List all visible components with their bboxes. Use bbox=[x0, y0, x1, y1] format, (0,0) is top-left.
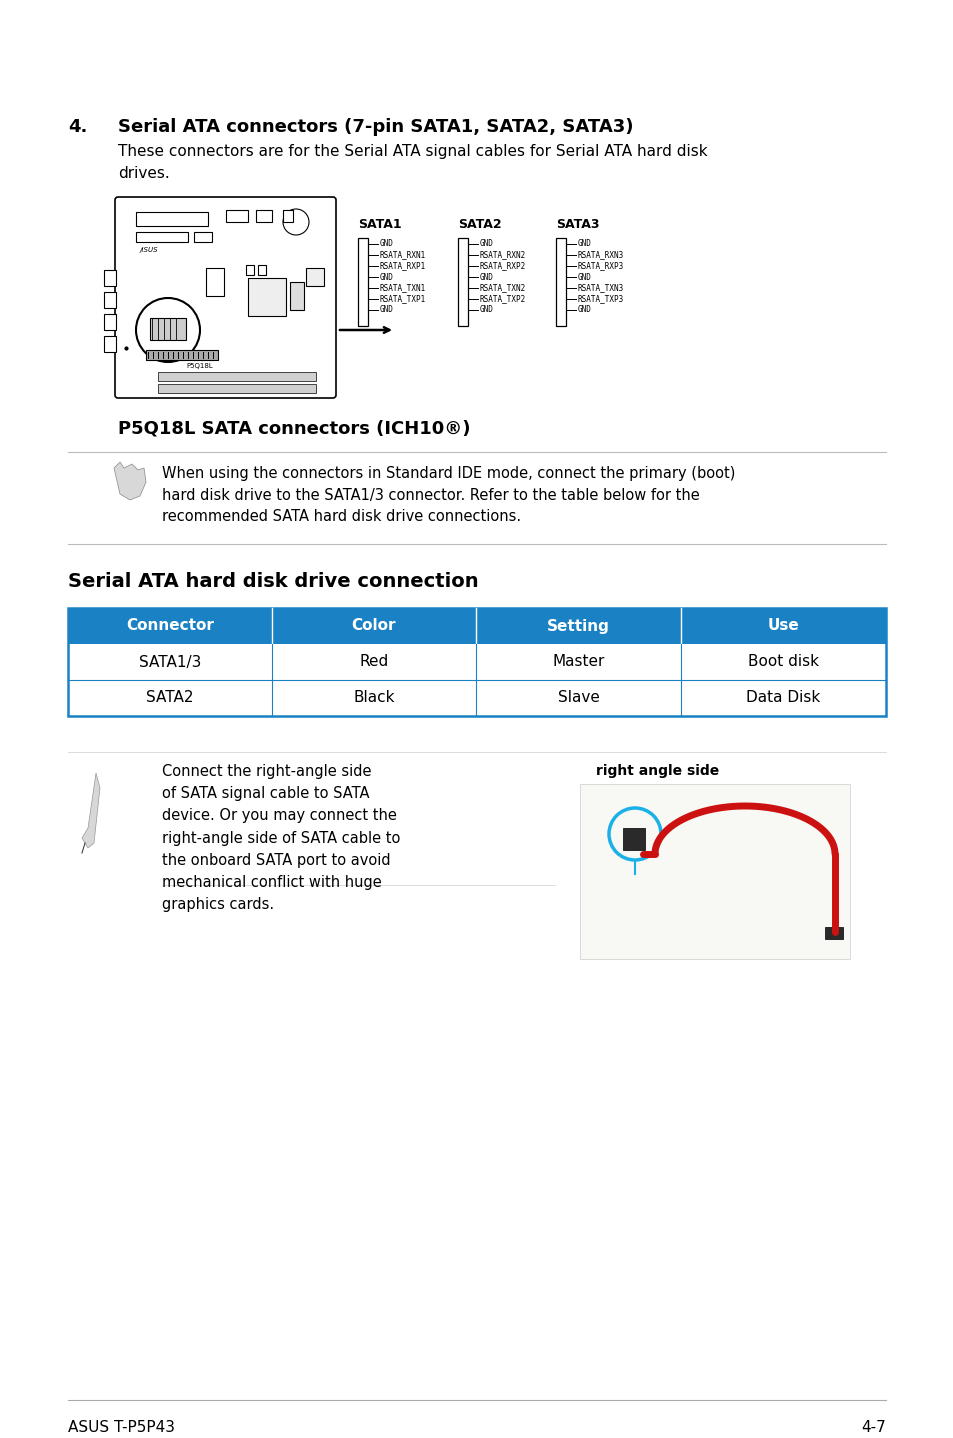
Text: RSATA_RXN2: RSATA_RXN2 bbox=[479, 250, 526, 259]
Text: GND: GND bbox=[479, 272, 494, 282]
Bar bbox=[306, 267, 324, 286]
Circle shape bbox=[136, 298, 200, 362]
Bar bbox=[136, 211, 208, 226]
Bar bbox=[104, 292, 116, 308]
Text: RSATA_TXP3: RSATA_TXP3 bbox=[578, 295, 623, 303]
Text: RSATA_RXN1: RSATA_RXN1 bbox=[379, 250, 426, 259]
Text: Boot disk: Boot disk bbox=[747, 654, 818, 670]
Text: /ISUS: /ISUS bbox=[140, 247, 158, 253]
Bar bbox=[150, 318, 186, 339]
Text: GND: GND bbox=[578, 272, 591, 282]
Circle shape bbox=[283, 209, 309, 234]
Text: GND: GND bbox=[379, 240, 394, 249]
Text: GND: GND bbox=[479, 305, 494, 315]
Text: Data Disk: Data Disk bbox=[745, 690, 820, 706]
Bar bbox=[226, 210, 248, 221]
Text: Use: Use bbox=[767, 618, 799, 634]
Text: RSATA_RXN3: RSATA_RXN3 bbox=[578, 250, 623, 259]
Text: 4.: 4. bbox=[68, 118, 88, 137]
Text: When using the connectors in Standard IDE mode, connect the primary (boot)
hard : When using the connectors in Standard ID… bbox=[162, 466, 735, 525]
Text: Serial ATA hard disk drive connection: Serial ATA hard disk drive connection bbox=[68, 572, 478, 591]
Polygon shape bbox=[82, 774, 100, 848]
FancyBboxPatch shape bbox=[115, 197, 335, 398]
Text: RSATA_TXN3: RSATA_TXN3 bbox=[578, 283, 623, 292]
Text: GND: GND bbox=[379, 305, 394, 315]
Text: RSATA_RXP2: RSATA_RXP2 bbox=[479, 262, 526, 270]
Text: Setting: Setting bbox=[546, 618, 609, 634]
Bar bbox=[104, 313, 116, 329]
Bar bbox=[357, 239, 368, 326]
Text: GND: GND bbox=[379, 272, 394, 282]
Text: P5Q18L SATA connectors (ICH10®): P5Q18L SATA connectors (ICH10®) bbox=[118, 420, 470, 439]
Bar bbox=[255, 210, 272, 221]
Text: RSATA_TXP1: RSATA_TXP1 bbox=[379, 295, 426, 303]
Text: GND: GND bbox=[578, 240, 591, 249]
Text: Connect the right-angle side
of SATA signal cable to SATA
device. Or you may con: Connect the right-angle side of SATA sig… bbox=[162, 764, 400, 912]
Bar bbox=[158, 384, 315, 393]
Bar bbox=[68, 644, 885, 680]
Text: ASUS T-P5P43: ASUS T-P5P43 bbox=[68, 1419, 174, 1435]
Bar bbox=[158, 372, 315, 381]
Bar bbox=[579, 784, 849, 959]
Bar bbox=[622, 828, 644, 850]
Text: SATA1/3: SATA1/3 bbox=[139, 654, 201, 670]
Text: RSATA_RXP1: RSATA_RXP1 bbox=[379, 262, 426, 270]
Text: Color: Color bbox=[352, 618, 395, 634]
Text: RSATA_TXN2: RSATA_TXN2 bbox=[479, 283, 526, 292]
Text: Connector: Connector bbox=[126, 618, 213, 634]
Bar bbox=[68, 680, 885, 716]
Text: GND: GND bbox=[479, 240, 494, 249]
Bar bbox=[193, 232, 212, 242]
Text: Black: Black bbox=[353, 690, 395, 706]
Bar bbox=[146, 349, 218, 360]
Text: RSATA_TXP2: RSATA_TXP2 bbox=[479, 295, 526, 303]
Text: These connectors are for the Serial ATA signal cables for Serial ATA hard disk
d: These connectors are for the Serial ATA … bbox=[118, 144, 707, 181]
Bar bbox=[206, 267, 224, 296]
Bar bbox=[457, 239, 468, 326]
Bar bbox=[290, 282, 304, 311]
Text: right angle side: right angle side bbox=[596, 764, 719, 778]
Text: SATA2: SATA2 bbox=[146, 690, 193, 706]
Polygon shape bbox=[113, 462, 146, 500]
Bar bbox=[68, 608, 885, 716]
Text: 4-7: 4-7 bbox=[861, 1419, 885, 1435]
Bar bbox=[824, 928, 842, 939]
Bar bbox=[556, 239, 565, 326]
Bar bbox=[104, 336, 116, 352]
Text: P5Q18L: P5Q18L bbox=[186, 362, 213, 370]
Text: SATA2: SATA2 bbox=[457, 219, 501, 232]
Text: SATA3: SATA3 bbox=[556, 219, 598, 232]
Bar bbox=[104, 270, 116, 286]
Text: RSATA_TXN1: RSATA_TXN1 bbox=[379, 283, 426, 292]
Bar bbox=[136, 232, 188, 242]
Bar bbox=[68, 608, 885, 644]
Text: RSATA_RXP3: RSATA_RXP3 bbox=[578, 262, 623, 270]
Bar bbox=[246, 265, 253, 275]
Text: Serial ATA connectors (7-pin SATA1, SATA2, SATA3): Serial ATA connectors (7-pin SATA1, SATA… bbox=[118, 118, 633, 137]
Text: SATA1: SATA1 bbox=[357, 219, 401, 232]
Text: Red: Red bbox=[359, 654, 388, 670]
Text: GND: GND bbox=[578, 305, 591, 315]
Text: Slave: Slave bbox=[557, 690, 598, 706]
Bar bbox=[248, 278, 286, 316]
Text: Master: Master bbox=[552, 654, 604, 670]
Bar bbox=[257, 265, 266, 275]
Bar bbox=[283, 210, 293, 221]
